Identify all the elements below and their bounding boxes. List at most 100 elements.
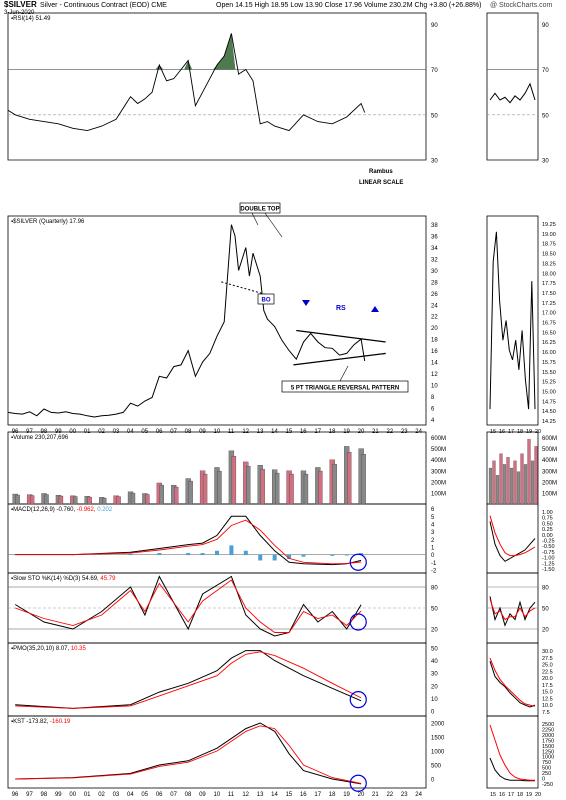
volume-bar <box>217 470 222 505</box>
mini-xtick-label: 17 <box>508 429 514 435</box>
mini-ytick-rsi: 90 <box>542 23 549 29</box>
mini-xtick-label: 20 <box>535 429 541 435</box>
ytick-price: 38 <box>431 223 438 229</box>
mini-ytick-pmo: 22.5 <box>542 669 553 675</box>
mini-volume-bar <box>513 460 517 505</box>
ytick-price: 36 <box>431 235 438 241</box>
mini-volume-bar <box>516 471 521 505</box>
triangle-upper-trendline <box>296 329 386 343</box>
volume-bar <box>275 472 280 505</box>
xtick-label: 04 <box>127 792 134 798</box>
ytick-volume: 600M <box>431 436 446 442</box>
highlight-circle-macd <box>349 553 367 571</box>
macd-histogram-bar <box>229 545 234 556</box>
sto-k-line <box>14 575 362 637</box>
highlight-circle-kst <box>349 774 367 792</box>
rsi-line <box>7 33 366 132</box>
mini-ytick-macd: -0.25 <box>542 539 555 545</box>
volume-bar <box>231 455 237 505</box>
macd-histogram-bar <box>330 554 335 556</box>
mini-ytick-kst: 1750 <box>542 738 554 744</box>
annotation-triangle-box <box>281 380 409 393</box>
ticker: $SILVER <box>4 0 37 9</box>
ytick-macd: 4 <box>431 522 435 528</box>
ytick-price: 22 <box>431 315 438 321</box>
xtick-label: 09 <box>199 792 206 798</box>
ytick-sto: 80 <box>431 586 438 592</box>
callout-line <box>339 365 349 382</box>
xtick-label: 99 <box>55 792 62 798</box>
mini-volume-bar <box>488 467 493 505</box>
xtick-label: 19 <box>343 429 350 435</box>
xtick-label: 05 <box>141 792 148 798</box>
xtick-label: 01 <box>84 792 91 798</box>
macd-histogram-bar <box>200 553 205 556</box>
mini-ytick-macd: 0.50 <box>542 521 553 527</box>
volume-bar <box>58 495 64 505</box>
mini-ytick-price: 16.25 <box>542 340 556 346</box>
triangle-lower-trendline <box>293 352 386 366</box>
mini-ytick-volume: 300M <box>542 469 557 475</box>
mini-volume-bar <box>502 464 507 505</box>
xtick-label: 00 <box>69 792 76 798</box>
mini-ytick-price: 18.75 <box>542 242 556 248</box>
annotation-triangle: 5 PT TRIANGLE REVERSAL PATTERN <box>291 386 399 392</box>
volume-bar <box>116 496 121 505</box>
xtick-label: 13 <box>257 792 264 798</box>
xtick-label: 07 <box>170 429 177 435</box>
mini-pmo-signal <box>489 657 536 707</box>
mini-volume-bar <box>520 453 524 505</box>
xtick-label: 09 <box>199 429 206 435</box>
xtick-label: 20 <box>358 429 365 435</box>
panel-frame-macd <box>7 503 427 574</box>
mini-ytick-macd: -1.00 <box>542 556 555 562</box>
xtick-label: 06 <box>156 429 163 435</box>
volume-bar <box>174 486 179 505</box>
macd-histogram-bar <box>258 554 263 561</box>
ohlc-readout: Open 14.15 High 18.95 Low 13.90 Close 17… <box>216 2 482 9</box>
xtick-label: 14 <box>271 429 278 435</box>
mini-ytick-volume: 400M <box>542 458 557 464</box>
mini-ytick-price: 15.50 <box>542 370 556 376</box>
xtick-label: 08 <box>185 792 192 798</box>
mini-ytick-macd: 0.25 <box>542 527 553 533</box>
macd-histogram-bar <box>272 554 277 561</box>
ytick-pmo: 10 <box>431 697 438 703</box>
mini-volume-bar <box>509 467 514 505</box>
highlight-circle-sto <box>349 613 367 631</box>
xtick-label: 08 <box>185 429 192 435</box>
mini-macd-signal <box>489 515 536 557</box>
xtick-label: 22 <box>386 429 393 435</box>
xtick-label: 17 <box>314 429 321 435</box>
mini-ytick-price: 17.25 <box>542 301 556 307</box>
ytick-macd: 0 <box>431 553 435 559</box>
mini-ytick-macd: -1.25 <box>542 561 555 567</box>
ytick-pmo: 30 <box>431 672 438 678</box>
volume-bar <box>130 492 136 505</box>
rsi-note-scale: LINEAR SCALE <box>359 180 403 186</box>
xtick-label: 24 <box>415 792 422 798</box>
mini-ytick-price: 18.25 <box>542 261 556 267</box>
down-arrow-icon <box>302 300 310 306</box>
mini-ytick-macd: 0.00 <box>542 533 553 539</box>
ytick-pmo: 20 <box>431 684 438 690</box>
volume-bar <box>361 454 366 505</box>
kst-line <box>15 722 362 785</box>
xtick-label: 20 <box>358 792 365 798</box>
macd-histogram-bar <box>215 550 219 556</box>
panel-label-sto: ▪Slow STO %K(14) %D(3) 54.69, 45.79 <box>11 576 116 582</box>
mini-ytick-pmo: 17.5 <box>542 683 553 689</box>
volume-bar <box>188 480 193 505</box>
mini-ytick-price: 17.50 <box>542 291 556 297</box>
annotation-double-top: DOUBLE TOP <box>240 207 279 213</box>
panel-label-rsi: ▪RSI(14) 51.49 <box>11 16 51 22</box>
xtick-label: 11 <box>228 792 235 798</box>
ytick-macd: 3 <box>431 530 435 536</box>
ytick-price: 20 <box>431 326 438 332</box>
mini-ytick-macd: -0.50 <box>542 544 555 550</box>
ytick-pmo: 0 <box>431 709 435 715</box>
callout-line <box>264 212 283 238</box>
mini-xtick-label: 15 <box>490 429 496 435</box>
mini-ytick-macd: -0.75 <box>542 550 555 556</box>
mini-ytick-price: 15.25 <box>542 380 556 386</box>
